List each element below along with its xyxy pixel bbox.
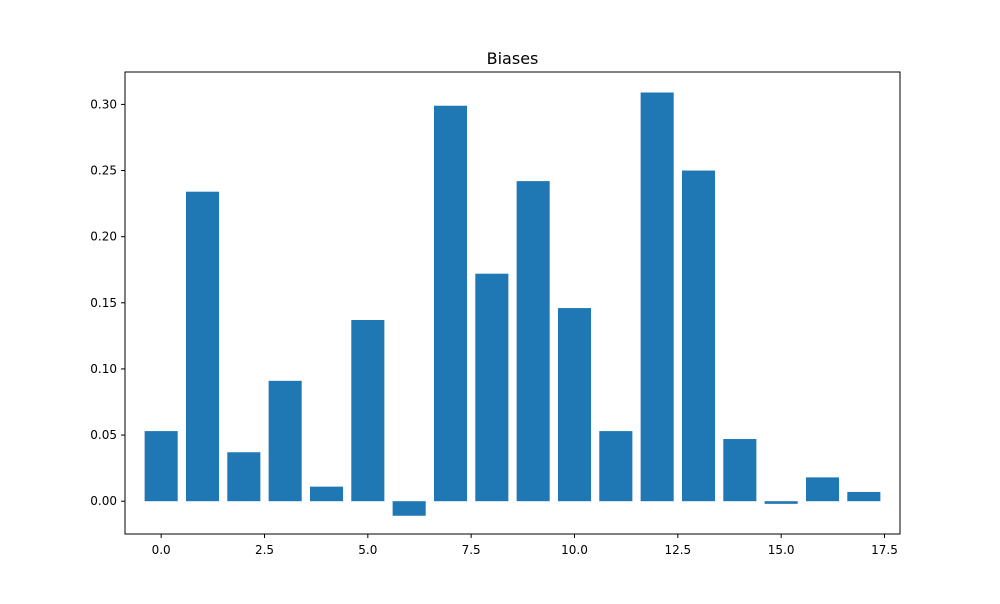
bar — [847, 491, 881, 502]
bar — [640, 92, 674, 502]
chart-title: Biases — [487, 49, 539, 68]
y-tick-label: 0.30 — [90, 97, 117, 111]
bar — [144, 431, 178, 502]
x-tick-label: 0.0 — [152, 543, 171, 557]
bar — [268, 380, 302, 502]
bar — [475, 273, 509, 502]
y-axis: 0.00 0.05 0.10 0.15 0.20 0.25 0.30 — [90, 97, 125, 508]
bar — [516, 181, 550, 502]
y-tick-label: 0.10 — [90, 362, 117, 376]
bar — [433, 105, 468, 502]
bars-layer — [144, 92, 881, 516]
x-tick-label: 12.5 — [664, 543, 691, 557]
bar — [227, 452, 261, 502]
bar — [309, 486, 344, 502]
bar — [557, 308, 592, 502]
y-tick-label: 0.00 — [90, 494, 117, 508]
x-tick-label: 2.5 — [255, 543, 274, 557]
bar — [392, 501, 426, 516]
bar — [764, 501, 798, 504]
bar — [599, 431, 633, 502]
x-tick-label: 5.0 — [358, 543, 377, 557]
bar — [185, 191, 220, 502]
y-tick-label: 0.05 — [90, 428, 117, 442]
bar — [681, 170, 716, 502]
x-tick-label: 15.0 — [768, 543, 795, 557]
x-tick-label: 10.0 — [561, 543, 588, 557]
bar — [723, 439, 757, 502]
bar — [351, 320, 385, 502]
x-tick-label: 7.5 — [462, 543, 481, 557]
bar — [805, 477, 840, 502]
y-tick-label: 0.20 — [90, 230, 117, 244]
y-tick-label: 0.25 — [90, 164, 117, 178]
y-tick-label: 0.15 — [90, 296, 117, 310]
x-tick-label: 17.5 — [871, 543, 898, 557]
x-axis: 0.0 2.5 5.0 7.5 10.0 12.5 15.0 17.5 — [152, 534, 898, 557]
